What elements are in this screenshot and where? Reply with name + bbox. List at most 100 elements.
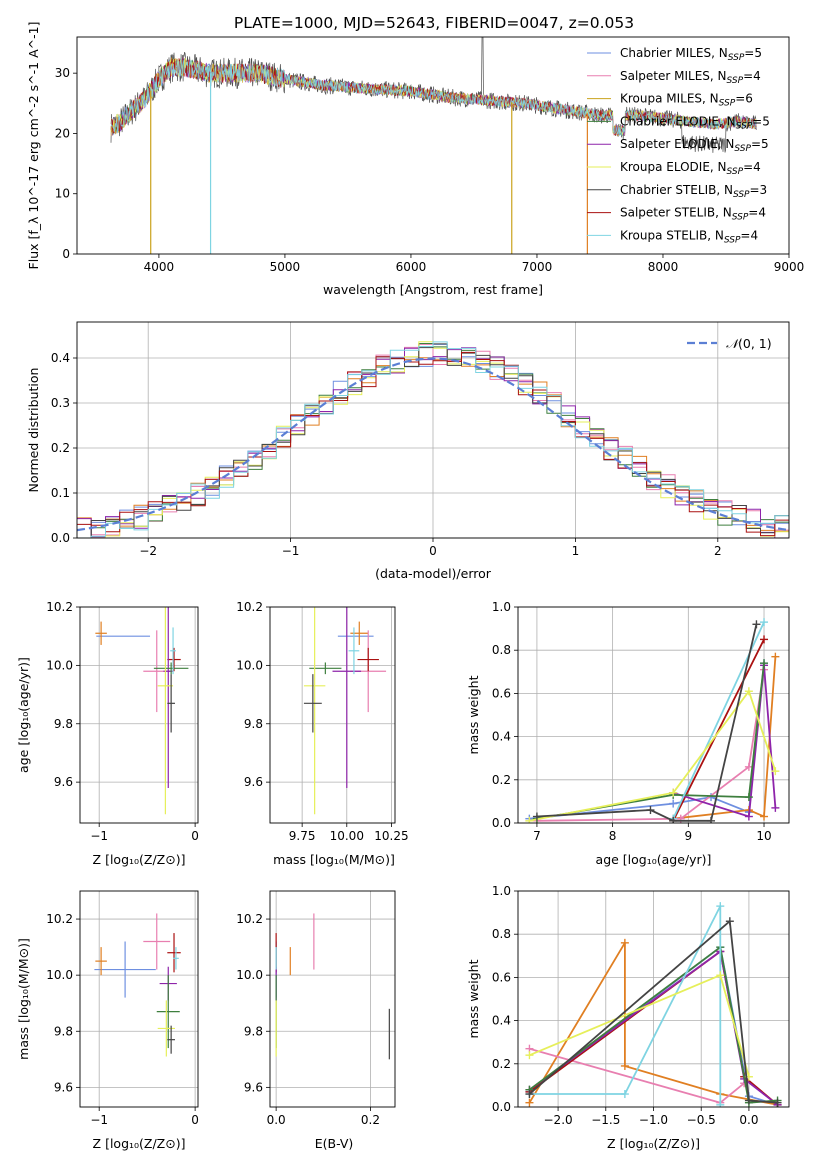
axes-frame: [517, 606, 790, 824]
y-tick-label: 0.2: [492, 1057, 511, 1071]
y-tick-label: 10.0: [46, 968, 73, 982]
histogram-lines: [77, 341, 789, 538]
x-tick-label: 0.0: [267, 1113, 286, 1127]
residual-hist-panel: −2 −1 0 1 2 0.0 0.1 0.2 0.3 0.4 (data-model)/error…: [26, 321, 790, 581]
y-tick-label: 10.2: [236, 912, 263, 926]
axes-frame: [76, 36, 790, 255]
y-tick-label: 0.4: [492, 730, 511, 744]
y-tick-label: 0.8: [492, 927, 511, 941]
legend-suffix: =6: [735, 92, 753, 106]
x-axis-label: Z [log₁₀(Z/Z⊙)]: [93, 1136, 186, 1151]
weight-series-line: [528, 920, 778, 1104]
histogram-series: [77, 341, 789, 538]
massweight_vs_Z-panel: −2.0 −1.5 −1.0 −0.5 0.0 0.0 0.2 0.4 0.6 0.8 1.0 Z […: [466, 884, 790, 1151]
x-tick-label: −1: [90, 1113, 108, 1127]
legend-entry: Salpeter ELODIE, NSSP=5: [620, 137, 769, 154]
y-tick-label: 9.8: [54, 1024, 73, 1038]
y-axis-label: mass [log₁₀(M/M⊙)]: [16, 938, 31, 1060]
legend-suffix: =4: [740, 228, 758, 242]
x-axis-label: wavelength [Angstrom, rest frame]: [323, 282, 543, 297]
massweight_vs_Z-lines: [525, 902, 782, 1107]
y-tick-label: 1.0: [492, 600, 511, 614]
axes-frame: [79, 890, 199, 1108]
mass_vs_Z-panel: −1 0 9.6 9.8 10.0 10.2 Z [log₁₀(Z/Z⊙)] mass [lo…: [16, 890, 199, 1151]
weight-series-line: [536, 669, 765, 822]
x-tick-label: 10.25: [374, 829, 408, 843]
legend-suffix: =3: [750, 183, 768, 197]
x-axis-label: (data-model)/error: [375, 566, 492, 581]
x-tick-label: 0: [191, 1113, 199, 1127]
y-tick-label: 1.0: [492, 884, 511, 898]
figure-title: PLATE=1000, MJD=52643, FIBERID=0047, z=0…: [234, 14, 634, 32]
x-tick-label: 7000: [522, 260, 553, 274]
axes-frame: [76, 321, 790, 539]
y-tick-label: 9.6: [54, 775, 73, 789]
y-tick-label: 9.8: [54, 717, 73, 731]
age_vs_mass-panel: 9.75 10.00 10.25 9.6 9.8 10.0 10.2 mass [log₁₀(…: [236, 600, 408, 867]
legend-sub: SSP: [732, 213, 749, 223]
legend-label: Chabrier MILES, N: [620, 46, 728, 60]
massweight_vs_age-lines: [525, 618, 780, 823]
legend-label: Chabrier STELIB, N: [620, 183, 733, 197]
x-tick-label: 10.00: [330, 829, 364, 843]
legend-sub: SSP: [727, 76, 744, 86]
y-axis-label: age [log₁₀(age/yr)]: [16, 657, 31, 773]
legend-sub: SSP: [719, 99, 736, 109]
y-tick-label: 9.6: [244, 1080, 263, 1094]
legend-entry: Chabrier MILES, NSSP=5: [620, 46, 762, 63]
normal-curve: [77, 357, 789, 532]
legend-sub: SSP: [727, 167, 744, 177]
y-tick-label: 9.8: [244, 1024, 263, 1038]
x-tick-label: 2: [714, 544, 722, 558]
y-tick-label: 9.6: [54, 1080, 73, 1094]
x-tick-label: 8: [609, 829, 617, 843]
legend-suffix: =5: [751, 137, 769, 151]
legend-entry: Chabrier STELIB, NSSP=3: [620, 183, 767, 200]
legend-entry: Chabrier ELODIE, NSSP=5: [620, 114, 770, 131]
x-tick-label: 0.2: [361, 1113, 380, 1127]
legend-label: Chabrier ELODIE, N: [620, 114, 736, 128]
x-axis-label: Z [log₁₀(Z/Z⊙)]: [93, 852, 186, 867]
legend-entry: Kroupa MILES, NSSP=6: [620, 92, 753, 109]
legend-entry: Salpeter STELIB, NSSP=4: [620, 206, 766, 223]
spectrum-series-line: [110, 58, 757, 136]
legend-label: Kroupa STELIB, N: [620, 228, 724, 242]
y-tick-label: 0.0: [492, 1100, 511, 1114]
y-tick-label: 0.2: [492, 773, 511, 787]
y-tick-label: 10.2: [46, 912, 73, 926]
legend-sub: SSP: [733, 190, 750, 200]
x-tick-label: 9000: [774, 260, 805, 274]
legend-entry: Salpeter MILES, NSSP=4: [620, 69, 761, 86]
legend-args: (0, 1): [738, 336, 772, 351]
y-tick-label: 0.8: [492, 643, 511, 657]
x-tick-label: 0: [191, 829, 199, 843]
y-tick-label: 10.2: [46, 600, 73, 614]
y-tick-label: 9.6: [244, 775, 263, 789]
axes-frame: [79, 606, 199, 824]
y-tick-label: 0.3: [51, 396, 70, 410]
massweight_vs_age-panel: 7 8 9 10 0.0 0.2 0.4 0.6 0.8 1.0 age [log₁₀(age/yr…: [466, 600, 790, 867]
legend-suffix: =5: [744, 46, 762, 60]
y-tick-label: 10: [55, 187, 70, 201]
y-tick-label: 9.8: [244, 717, 263, 731]
axes-frame: [517, 890, 790, 1108]
y-tick-label: 10.0: [46, 658, 73, 672]
x-tick-label: 0: [429, 544, 437, 558]
histogram-series: [77, 343, 789, 536]
mass_vs_ebv-panel: 0.0 0.2 9.6 9.8 10.0 10.2 E(B-V): [236, 890, 396, 1151]
legend-entry: Kroupa STELIB, NSSP=4: [620, 228, 758, 245]
x-tick-label: −1: [282, 544, 300, 558]
spectrum-lines: [110, 37, 757, 254]
x-tick-label: −1.5: [591, 1113, 620, 1127]
x-axis-label: mass [log₁₀(M/M⊙)]: [273, 852, 395, 867]
mass_vs_Z-points: [94, 913, 181, 1057]
x-axis-label: Z [log₁₀(Z/Z⊙)]: [607, 1136, 700, 1151]
y-tick-label: 10.0: [236, 658, 263, 672]
x-tick-label: 9.75: [289, 829, 316, 843]
chart-panels: 4000 5000 6000 7000 8000 90000102030wavelengt…: [16, 22, 804, 1151]
legend-sub: SSP: [724, 235, 741, 245]
x-tick-label: 8000: [648, 260, 679, 274]
y-tick-label: 0.2: [51, 441, 70, 455]
